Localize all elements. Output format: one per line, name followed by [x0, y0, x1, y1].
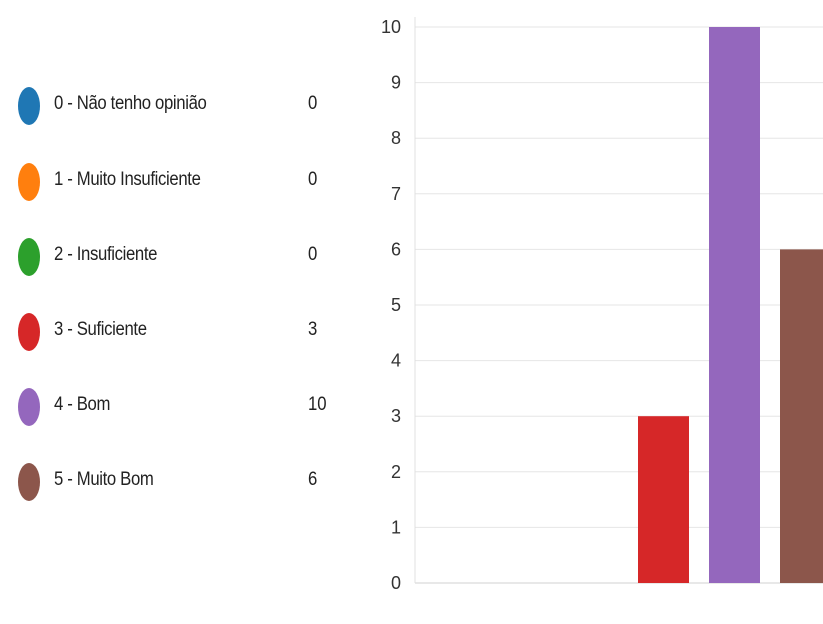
y-tick-label: 0	[391, 573, 401, 593]
y-tick-label: 3	[391, 406, 401, 426]
legend-label: 4 - Bom	[54, 394, 111, 415]
legend-label: 2 - Insuficiente	[54, 244, 158, 265]
y-tick-label: 1	[391, 517, 401, 537]
bar-3[interactable]	[638, 416, 689, 583]
legend-color-dot	[18, 388, 40, 426]
legend-count: 6	[308, 469, 318, 490]
chart-legend: 0 - Não tenho opinião 0 1 - Muito Insufi…	[0, 0, 360, 624]
y-tick-label: 10	[381, 17, 401, 37]
bar-5[interactable]	[780, 249, 823, 583]
legend-item-3: 3 - Suficiente 3	[18, 310, 348, 354]
bar-chart-svg: 0 1 2 3 4 5 6 7 8 9 10	[381, 17, 823, 593]
bar-chart: 0 1 2 3 4 5 6 7 8 9 10	[360, 0, 823, 624]
y-tick-label: 2	[391, 462, 401, 482]
legend-label: 3 - Suficiente	[54, 319, 147, 340]
legend-label: 1 - Muito Insuficiente	[54, 169, 201, 190]
legend-color-dot	[18, 238, 40, 276]
y-tick-label: 6	[391, 239, 401, 259]
legend-item-5: 5 - Muito Bom 6	[18, 460, 348, 504]
legend-count: 0	[308, 93, 318, 114]
legend-item-4: 4 - Bom 10	[18, 385, 348, 429]
legend-count: 0	[308, 244, 318, 265]
y-tick-label: 7	[391, 184, 401, 204]
legend-color-dot	[18, 463, 40, 501]
legend-item-1: 1 - Muito Insuficiente 0	[18, 160, 348, 204]
legend-label: 0 - Não tenho opinião	[54, 93, 207, 114]
legend-item-2: 2 - Insuficiente 0	[18, 235, 348, 279]
legend-count: 0	[308, 169, 318, 190]
legend-label: 5 - Muito Bom	[54, 469, 154, 490]
legend-count: 10	[308, 394, 327, 415]
legend-color-dot	[18, 163, 40, 201]
y-tick-label: 9	[391, 73, 401, 93]
legend-color-dot	[18, 87, 40, 125]
y-tick-label: 4	[391, 351, 401, 371]
legend-color-dot	[18, 313, 40, 351]
legend-count: 3	[308, 319, 318, 340]
legend-item-0: 0 - Não tenho opinião 0	[18, 84, 348, 128]
bar-4[interactable]	[709, 27, 760, 583]
y-tick-label: 8	[391, 128, 401, 148]
y-tick-label: 5	[391, 295, 401, 315]
